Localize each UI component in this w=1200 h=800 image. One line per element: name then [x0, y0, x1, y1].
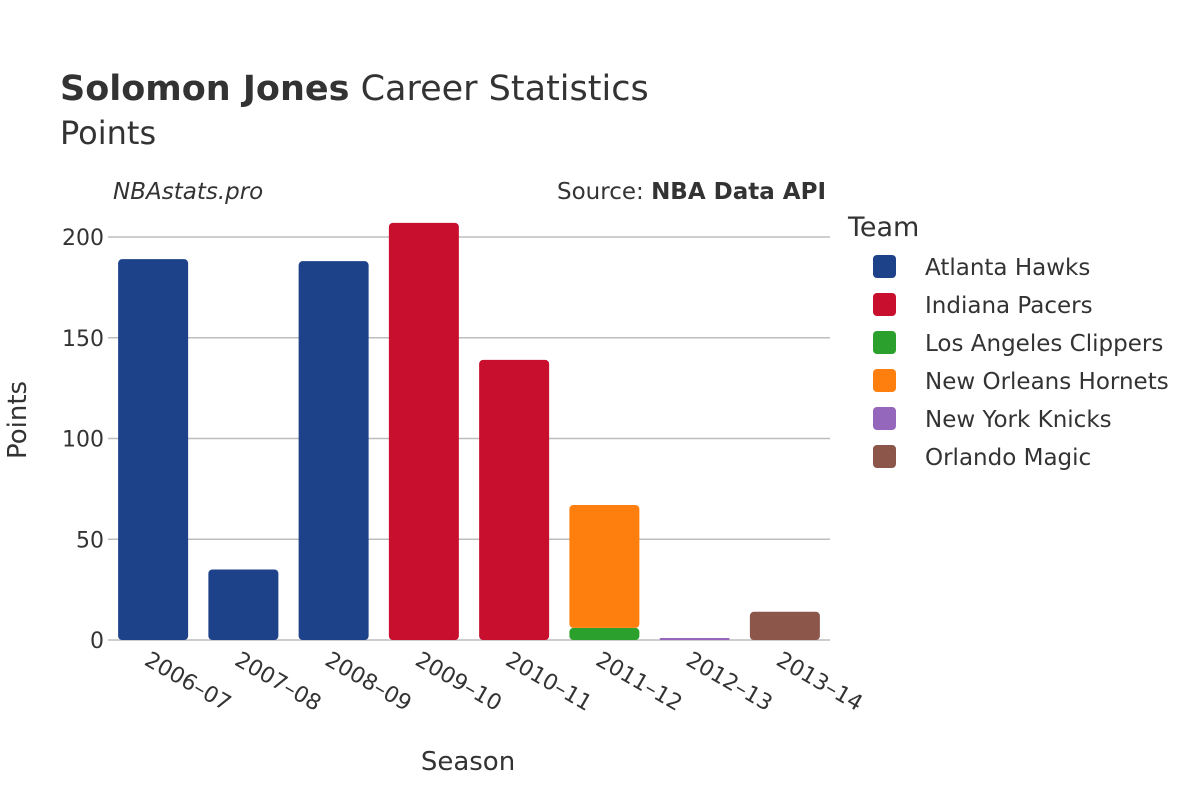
x-tick-label: 2008–09: [321, 648, 416, 717]
bar-segment: [298, 261, 369, 640]
y-axis-ticks: 0 50 100 150 200: [62, 226, 104, 654]
y-tick-label: 200: [62, 226, 104, 251]
bars: [118, 222, 820, 640]
x-tick-label: 2006–07: [140, 648, 235, 717]
legend-swatch: [873, 255, 896, 278]
chart-title: Solomon Jones Career Statistics: [60, 69, 649, 109]
legend-swatch: [873, 331, 896, 354]
x-axis-ticks: 2006–072007–082008–092009–102010–112011–…: [140, 648, 867, 717]
legend-label: Los Angeles Clippers: [925, 331, 1163, 357]
y-tick-label: 100: [62, 428, 104, 453]
legend-swatch: [873, 407, 896, 430]
bar-segment: [749, 611, 820, 640]
x-tick-label: 2007–08: [230, 648, 325, 717]
watermark-text: NBAstats.pro: [113, 179, 263, 205]
x-tick-label: 2013–14: [772, 648, 867, 717]
bar-segment: [569, 504, 640, 628]
legend-label: New York Knicks: [925, 407, 1112, 433]
bar-segment: [569, 627, 640, 640]
legend-label: Atlanta Hawks: [925, 255, 1090, 281]
y-tick-label: 150: [62, 327, 104, 352]
x-tick-label: 2011–12: [591, 648, 686, 717]
player-name: Solomon Jones: [60, 69, 349, 109]
chart-subtitle: Points: [60, 114, 156, 152]
source-name: NBA Data API: [651, 179, 826, 205]
source-text: Source: NBA Data API: [557, 179, 826, 205]
x-tick-label: 2010–11: [501, 648, 596, 717]
legend: Atlanta Hawks Indiana Pacers Los Angeles C…: [873, 255, 1169, 471]
legend-swatch: [873, 369, 896, 392]
legend-swatch: [873, 293, 896, 316]
y-tick-label: 50: [76, 528, 104, 553]
bar-segment: [479, 359, 550, 640]
x-axis-title: Season: [421, 747, 515, 777]
y-tick-label: 0: [90, 629, 104, 654]
bar-segment: [659, 637, 730, 640]
legend-label: Indiana Pacers: [925, 293, 1093, 319]
bar-segment: [208, 569, 279, 640]
title-rest: Career Statistics: [349, 69, 648, 109]
x-tick-label: 2009–10: [411, 648, 506, 717]
legend-label: New Orleans Hornets: [925, 369, 1169, 395]
legend-label: Orlando Magic: [925, 445, 1091, 471]
source-prefix: Source:: [557, 179, 651, 205]
bar-segment: [388, 222, 459, 640]
x-tick-label: 2012–13: [682, 648, 777, 717]
y-axis-title: Points: [3, 381, 33, 459]
legend-swatch: [873, 445, 896, 468]
bar-segment: [118, 259, 189, 640]
legend-title: Team: [847, 212, 919, 243]
